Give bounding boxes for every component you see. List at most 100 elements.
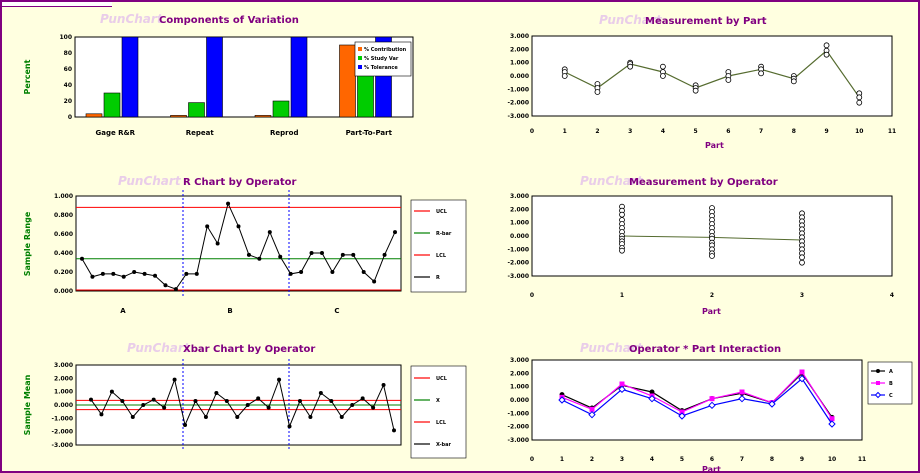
mean-point: [162, 405, 167, 410]
measurement-point: [856, 94, 863, 101]
x-category-label: Gage R&R: [95, 129, 135, 137]
bar: [188, 102, 205, 118]
range-point: [163, 283, 168, 288]
y-tick-label: 80: [64, 50, 72, 57]
y-tick-label: 3.000: [510, 33, 529, 40]
x-axis-label: Part: [702, 307, 721, 316]
measurement-point: [660, 63, 666, 70]
chart-title: Operator * Part Interaction: [629, 344, 781, 355]
legend-label: C: [889, 393, 893, 399]
mean-point: [381, 383, 386, 387]
mean-point: [297, 399, 302, 403]
series-point: [828, 420, 836, 428]
y-tick-label: 1.000: [510, 220, 529, 227]
mean-point: [318, 391, 323, 395]
series-point: [799, 369, 805, 375]
x-tick-label: 9: [824, 128, 828, 135]
series-point: [679, 409, 685, 415]
range-point: [142, 271, 147, 276]
range-point: [246, 252, 251, 257]
y-tick-label: -1.000: [508, 246, 529, 253]
legend-label: UCL: [436, 209, 448, 215]
bar: [272, 100, 290, 118]
measurement-point: [823, 42, 830, 49]
measurement-point: [692, 87, 699, 94]
x-tick-label: 10: [828, 456, 836, 463]
range-point: [205, 224, 210, 229]
y-tick-label: 0: [68, 114, 72, 121]
operator-label: C: [334, 307, 339, 315]
y-tick-label: -1.000: [52, 415, 73, 422]
x-tick-label: 4: [650, 456, 654, 463]
y-tick-label: -1.000: [508, 86, 529, 93]
range-point: [184, 271, 189, 276]
mean-point: [172, 377, 177, 382]
y-tick-label: -3.000: [508, 113, 529, 120]
mean-point: [193, 399, 198, 403]
plot-area: [531, 359, 863, 441]
y-tick-label: 1.000: [510, 384, 529, 391]
x-tick-label: 2: [710, 292, 714, 299]
series-point: [798, 374, 806, 383]
x-tick-label: 5: [680, 456, 684, 463]
x-tick-label: 2: [590, 456, 594, 463]
y-tick-label: 3.000: [510, 357, 529, 364]
measurement-point: [594, 89, 601, 95]
y-tick-label: 0.000: [54, 402, 73, 409]
y-axis-label: Sample Range: [23, 211, 32, 276]
legend-marker: [876, 369, 880, 373]
x-tick-label: 1: [560, 456, 564, 463]
y-tick-label: 100: [59, 34, 72, 41]
mean-point: [151, 397, 156, 402]
range-point: [215, 241, 220, 246]
legend-label: % Contribution: [364, 47, 407, 53]
y-tick-label: -3.000: [508, 273, 529, 280]
legend-label: X: [436, 398, 440, 404]
mean-line: [564, 49, 860, 98]
x-tick-label: 1: [563, 128, 567, 135]
y-tick-label: 20: [64, 98, 72, 105]
x-category-label: Part-To-Part: [346, 129, 393, 137]
x-tick-label: 7: [740, 456, 744, 463]
y-tick-label: 2.000: [510, 206, 529, 213]
y-tick-label: 0.000: [54, 288, 73, 295]
mean-point: [245, 403, 250, 407]
watermark-text: PunChart: [127, 341, 191, 355]
x-tick-label: 4: [661, 128, 665, 135]
range-point: [80, 256, 84, 261]
x-tick-label: 3: [620, 456, 624, 463]
x-tick-label: 10: [855, 128, 863, 135]
y-tick-label: 0.800: [54, 212, 73, 219]
watermark-text: PunChart: [599, 13, 663, 27]
y-tick-label: 2.000: [54, 375, 73, 382]
range-point: [194, 271, 199, 276]
y-tick-label: 0.200: [54, 269, 73, 276]
x-tick-label: 0: [530, 456, 534, 463]
measurement-point: [725, 77, 732, 83]
bar: [121, 36, 139, 118]
measurement-point: [758, 70, 764, 77]
measurement-point: [709, 253, 715, 259]
x-tick-label: 4: [890, 292, 894, 299]
x-tick-label: 0: [530, 128, 534, 135]
mean-point: [266, 405, 271, 410]
watermark-text: PunChart: [118, 174, 182, 188]
mean-point: [256, 396, 261, 401]
y-tick-label: -2.000: [508, 260, 529, 267]
chart-title: Components of Variation: [159, 15, 299, 26]
mean-point: [339, 415, 344, 419]
range-point: [340, 252, 345, 257]
chart-title: Measurement by Operator: [629, 177, 778, 188]
legend-label: R: [436, 275, 440, 281]
range-point: [299, 270, 304, 274]
y-tick-label: -3.000: [52, 442, 73, 449]
legend-marker: [874, 391, 882, 399]
bar: [339, 44, 356, 118]
x-axis-label: Part: [702, 465, 721, 473]
mean-point: [392, 428, 396, 433]
y-tick-label: 3.000: [510, 193, 529, 200]
legend-label: R-bar: [436, 231, 452, 237]
mean-point: [224, 399, 229, 403]
range-point: [153, 273, 158, 278]
measurement-point: [799, 259, 805, 266]
